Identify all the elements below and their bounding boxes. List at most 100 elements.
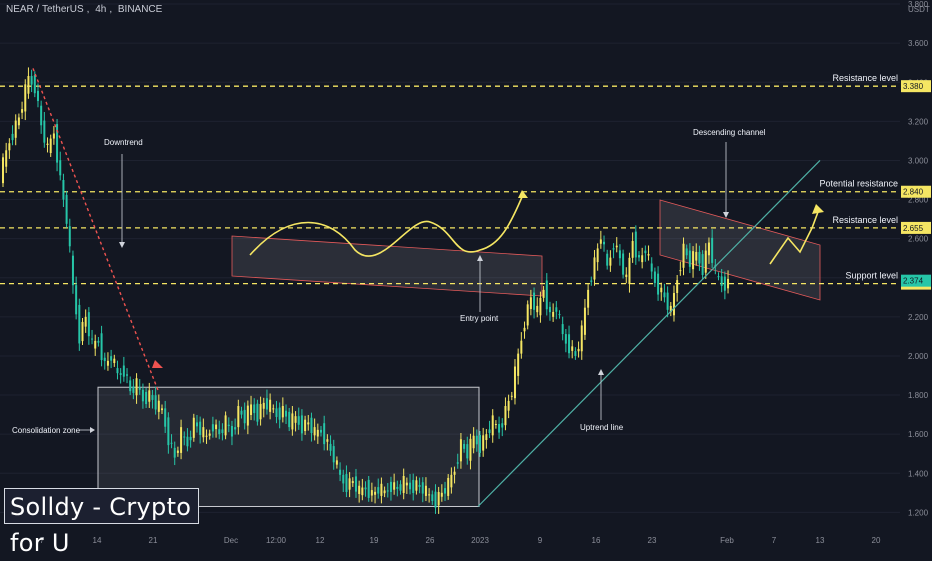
candle-body [469, 438, 472, 461]
candle-body [358, 485, 361, 494]
candle-body [24, 84, 27, 112]
symbol-label[interactable]: NEAR / TetherUS [6, 4, 84, 15]
wave-path [249, 196, 523, 257]
candle-body [389, 481, 392, 493]
candle-body [634, 231, 637, 258]
candle-body [208, 433, 211, 436]
candle-body [275, 408, 278, 417]
candle-body [52, 133, 55, 139]
candle-body [342, 474, 345, 484]
candle-body [580, 325, 583, 352]
candle-body [281, 406, 284, 418]
candle-body [701, 254, 704, 276]
candle-body [285, 410, 288, 417]
candle-body [116, 368, 119, 374]
candle-body [91, 338, 94, 340]
candle-body [265, 398, 268, 410]
candle-body [507, 400, 510, 411]
candle-body [472, 435, 475, 449]
candle-body [49, 138, 52, 154]
candle-body [313, 427, 316, 436]
candle-body [151, 395, 154, 400]
candle-body [704, 250, 707, 273]
candle-body [62, 180, 65, 200]
level-badge-text: 3.380 [903, 82, 924, 91]
candle-body [237, 406, 240, 428]
candle-body [542, 289, 545, 298]
candle-body [475, 435, 478, 445]
candle-body [59, 160, 62, 176]
candle-body [491, 415, 494, 436]
candle-body [555, 307, 558, 312]
candle-body [374, 491, 377, 495]
candle-body [339, 469, 342, 475]
candle-body [707, 242, 710, 256]
candle-body [676, 280, 679, 294]
uptrend-label: Uptrend line [580, 423, 624, 432]
candle-body [335, 460, 338, 465]
candle-body [428, 494, 431, 496]
candle-body [727, 278, 730, 289]
candle-body [364, 487, 367, 490]
candle-body [434, 491, 437, 508]
candle-body [8, 143, 11, 151]
candle-body [383, 490, 386, 494]
candle-body [583, 307, 586, 335]
projection-arrowhead [812, 204, 824, 214]
candle-body [36, 90, 39, 102]
candle-body [669, 305, 672, 313]
candle-body [459, 439, 462, 462]
candle-body [653, 271, 656, 284]
x-tick-label: 20 [872, 536, 881, 545]
candle-body [641, 255, 644, 263]
candle-body [682, 243, 685, 268]
candle-body [230, 425, 233, 437]
candle-body [577, 348, 580, 352]
candle-body [501, 423, 504, 428]
candle-body [170, 442, 173, 444]
candle-body [113, 358, 116, 363]
candle-body [97, 340, 100, 343]
candle-body [224, 415, 227, 436]
candle-body [21, 109, 24, 113]
candle-body [596, 248, 599, 263]
candle-body [253, 404, 256, 414]
candle-body [644, 250, 647, 254]
candle-body [103, 357, 106, 362]
candle-body [415, 480, 418, 491]
interval-label[interactable]: 4h [95, 4, 107, 15]
channel-label: Descending channel [693, 128, 766, 137]
candle-body [660, 287, 663, 293]
candle-body [672, 293, 675, 316]
candle-body [71, 255, 74, 286]
candle-body [688, 250, 691, 267]
candle-body [246, 405, 249, 426]
x-tick-label: 19 [370, 536, 379, 545]
candle-body [606, 253, 609, 266]
level-label: Potential resistance [819, 179, 898, 189]
candle-body [561, 324, 564, 335]
downtrend-label: Downtrend [104, 138, 143, 147]
candle-body [657, 273, 660, 295]
candle-body [370, 490, 373, 496]
candle-body [612, 248, 615, 250]
consolidation-label: Consolidation zone [12, 426, 81, 435]
candle-body [498, 423, 501, 433]
candle-body [402, 475, 405, 494]
candle-body [345, 474, 348, 493]
candle-body [418, 484, 421, 487]
x-tick-label: 14 [93, 536, 102, 545]
candle-body [558, 314, 561, 316]
channel-pointer-head [723, 212, 729, 218]
candle-body [27, 76, 30, 94]
candle-body [154, 395, 157, 410]
candle-body [5, 150, 8, 167]
candle-body [81, 321, 84, 342]
candle-body [409, 482, 412, 490]
candle-body [141, 389, 144, 402]
candle-body [78, 304, 81, 344]
candle-body [529, 297, 532, 310]
current-price-text: 2.374 [903, 277, 924, 286]
y-tick-label: 1.400 [908, 469, 929, 478]
